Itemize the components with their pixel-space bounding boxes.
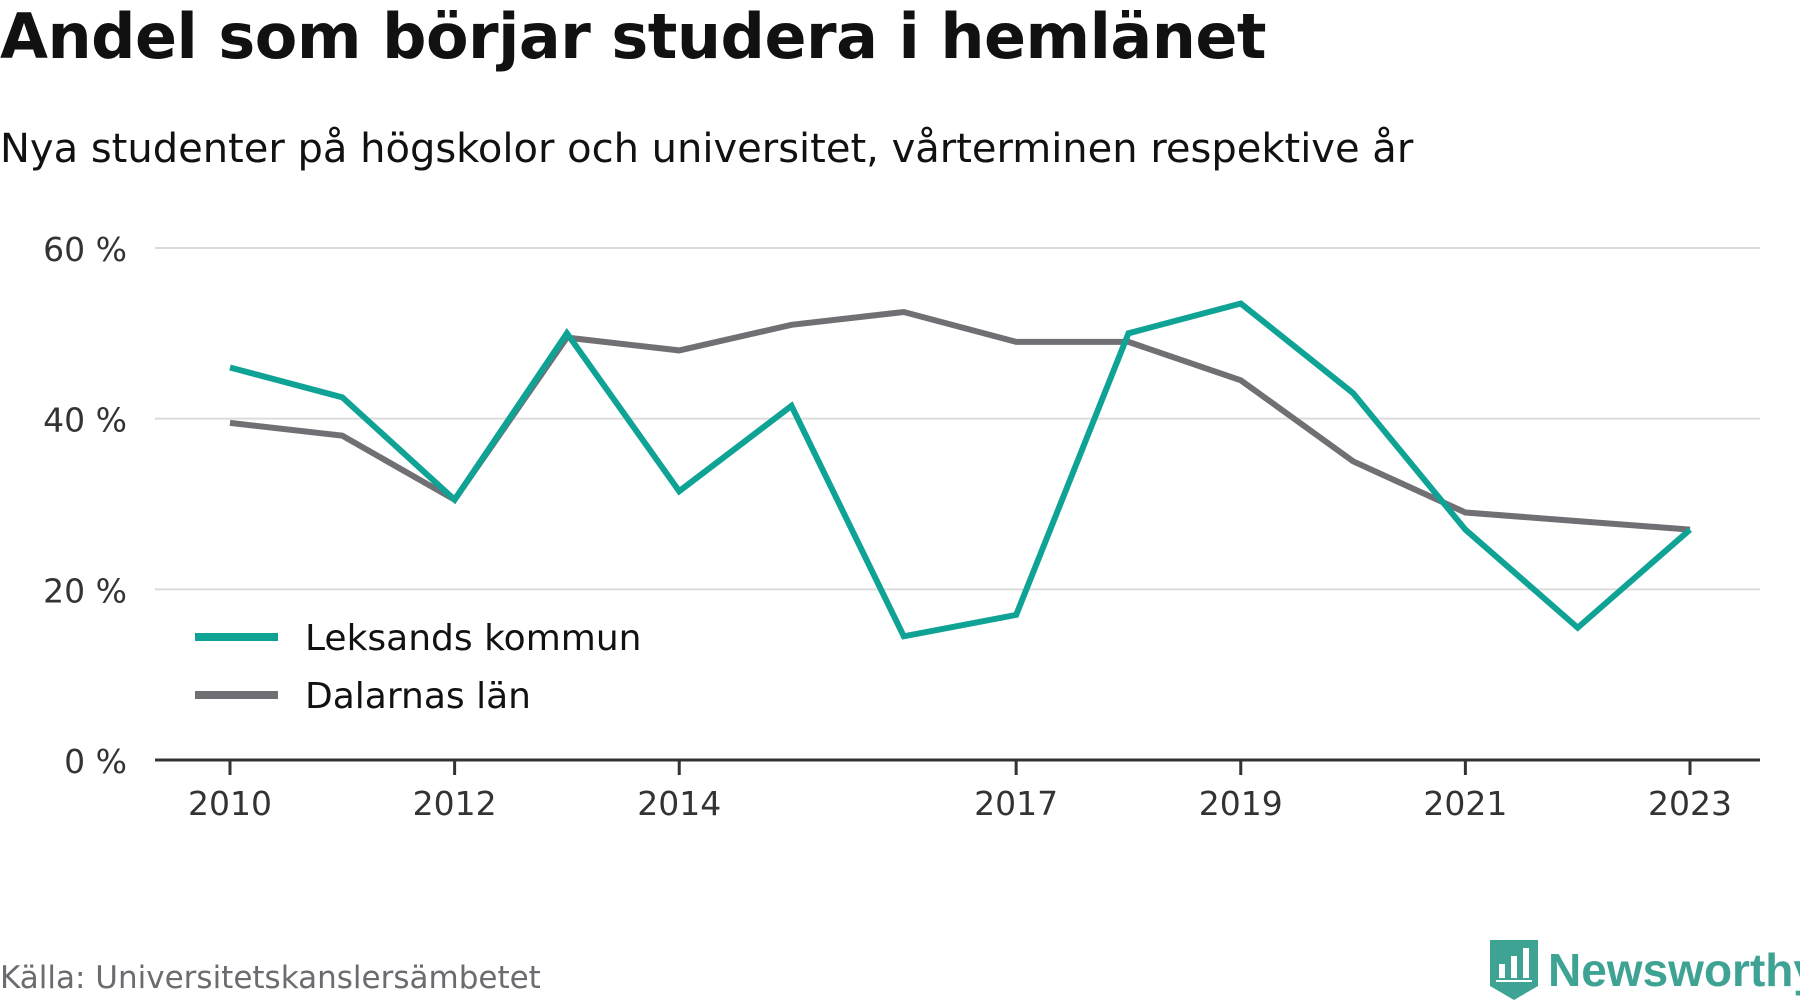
x-tick-label: 2021 xyxy=(1423,784,1507,823)
source-note: Källa: Universitetskanslersämbetet xyxy=(0,960,541,996)
newsworthy-logo: Newsworthy xyxy=(1490,940,1800,1000)
x-tick-label: 2012 xyxy=(413,784,497,823)
logo-text: Newsworthy xyxy=(1548,944,1800,996)
y-tick-label: 40 % xyxy=(43,401,127,440)
x-tick-label: 2010 xyxy=(188,784,272,823)
y-tick-label: 0 % xyxy=(64,742,127,781)
x-tick-label: 2019 xyxy=(1199,784,1283,823)
series-line-leksands-kommun xyxy=(229,300,1692,640)
line-chart: 0 % 20 % 40 % 60 % 2010 2012 2014 2017 2019 2021 2… xyxy=(43,230,1760,823)
newsworthy-chart-icon xyxy=(1490,940,1538,1000)
x-tick-label: 2017 xyxy=(974,784,1058,823)
legend-label: Leksands kommun xyxy=(305,618,641,659)
x-tick-label: 2023 xyxy=(1648,784,1732,823)
chart-title: Andel som börjar studera i hemlänet xyxy=(0,0,1267,73)
chart-subtitle: Nya studenter på högskolor och universit… xyxy=(0,126,1414,172)
y-tick-label: 20 % xyxy=(43,571,127,610)
x-tick-label: 2014 xyxy=(637,784,721,823)
legend-label: Dalarnas län xyxy=(305,676,531,717)
y-tick-label: 60 % xyxy=(43,230,127,269)
